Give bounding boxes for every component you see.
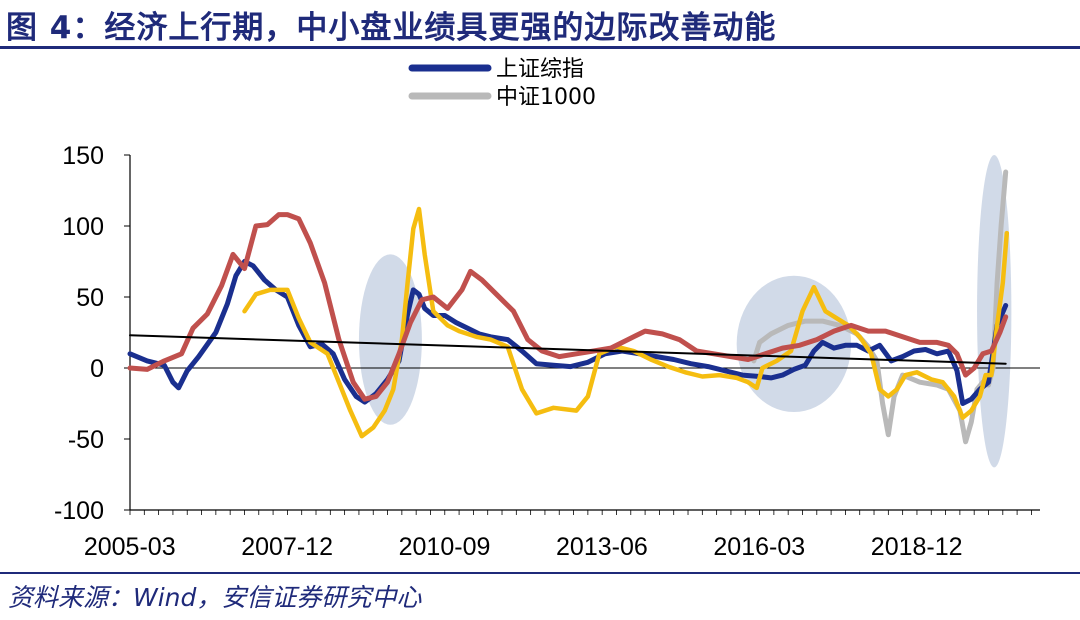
x-tick-label: 2013-06 xyxy=(556,533,648,561)
source-note: 资料来源：Wind，安信证券研究中心 xyxy=(8,583,422,612)
y-tick-label: 100 xyxy=(62,213,104,241)
y-tick-label: -50 xyxy=(68,426,104,454)
y-tick-label: 0 xyxy=(90,355,104,383)
y-tick-label: 150 xyxy=(62,142,104,170)
legend-label-2: 中证1000 xyxy=(496,85,596,110)
x-tick-label: 2018-12 xyxy=(871,533,963,561)
x-tick-label: 2005-03 xyxy=(84,533,176,561)
title-rule xyxy=(0,46,1080,49)
series-line-sse xyxy=(127,259,1009,406)
series-line-trend xyxy=(129,334,1007,365)
highlight-ellipses xyxy=(358,155,1012,468)
line-chart: 150 100 50 0 -50 -100 2005-03 2007-12 2010-09 201… xyxy=(54,57,1040,561)
x-tick-label: 2010-09 xyxy=(399,533,491,561)
x-tick-label: 2016-03 xyxy=(713,533,805,561)
y-tick-label: 50 xyxy=(76,284,104,312)
series-line-yellow xyxy=(242,206,1010,439)
x-tick-label: 2007-12 xyxy=(241,533,333,561)
figure-title: 图 4：经济上行期，中小盘业绩具更强的边际改善动能 xyxy=(6,10,777,46)
bottom-rule xyxy=(0,572,1080,574)
y-tick-label: -100 xyxy=(54,497,104,525)
series-lines xyxy=(127,169,1010,445)
legend-label-1: 上证综指 xyxy=(496,57,584,82)
axes: 150 100 50 0 -50 -100 2005-03 2007-12 2010-09 201… xyxy=(54,142,1040,561)
series-line-red xyxy=(127,212,1009,402)
